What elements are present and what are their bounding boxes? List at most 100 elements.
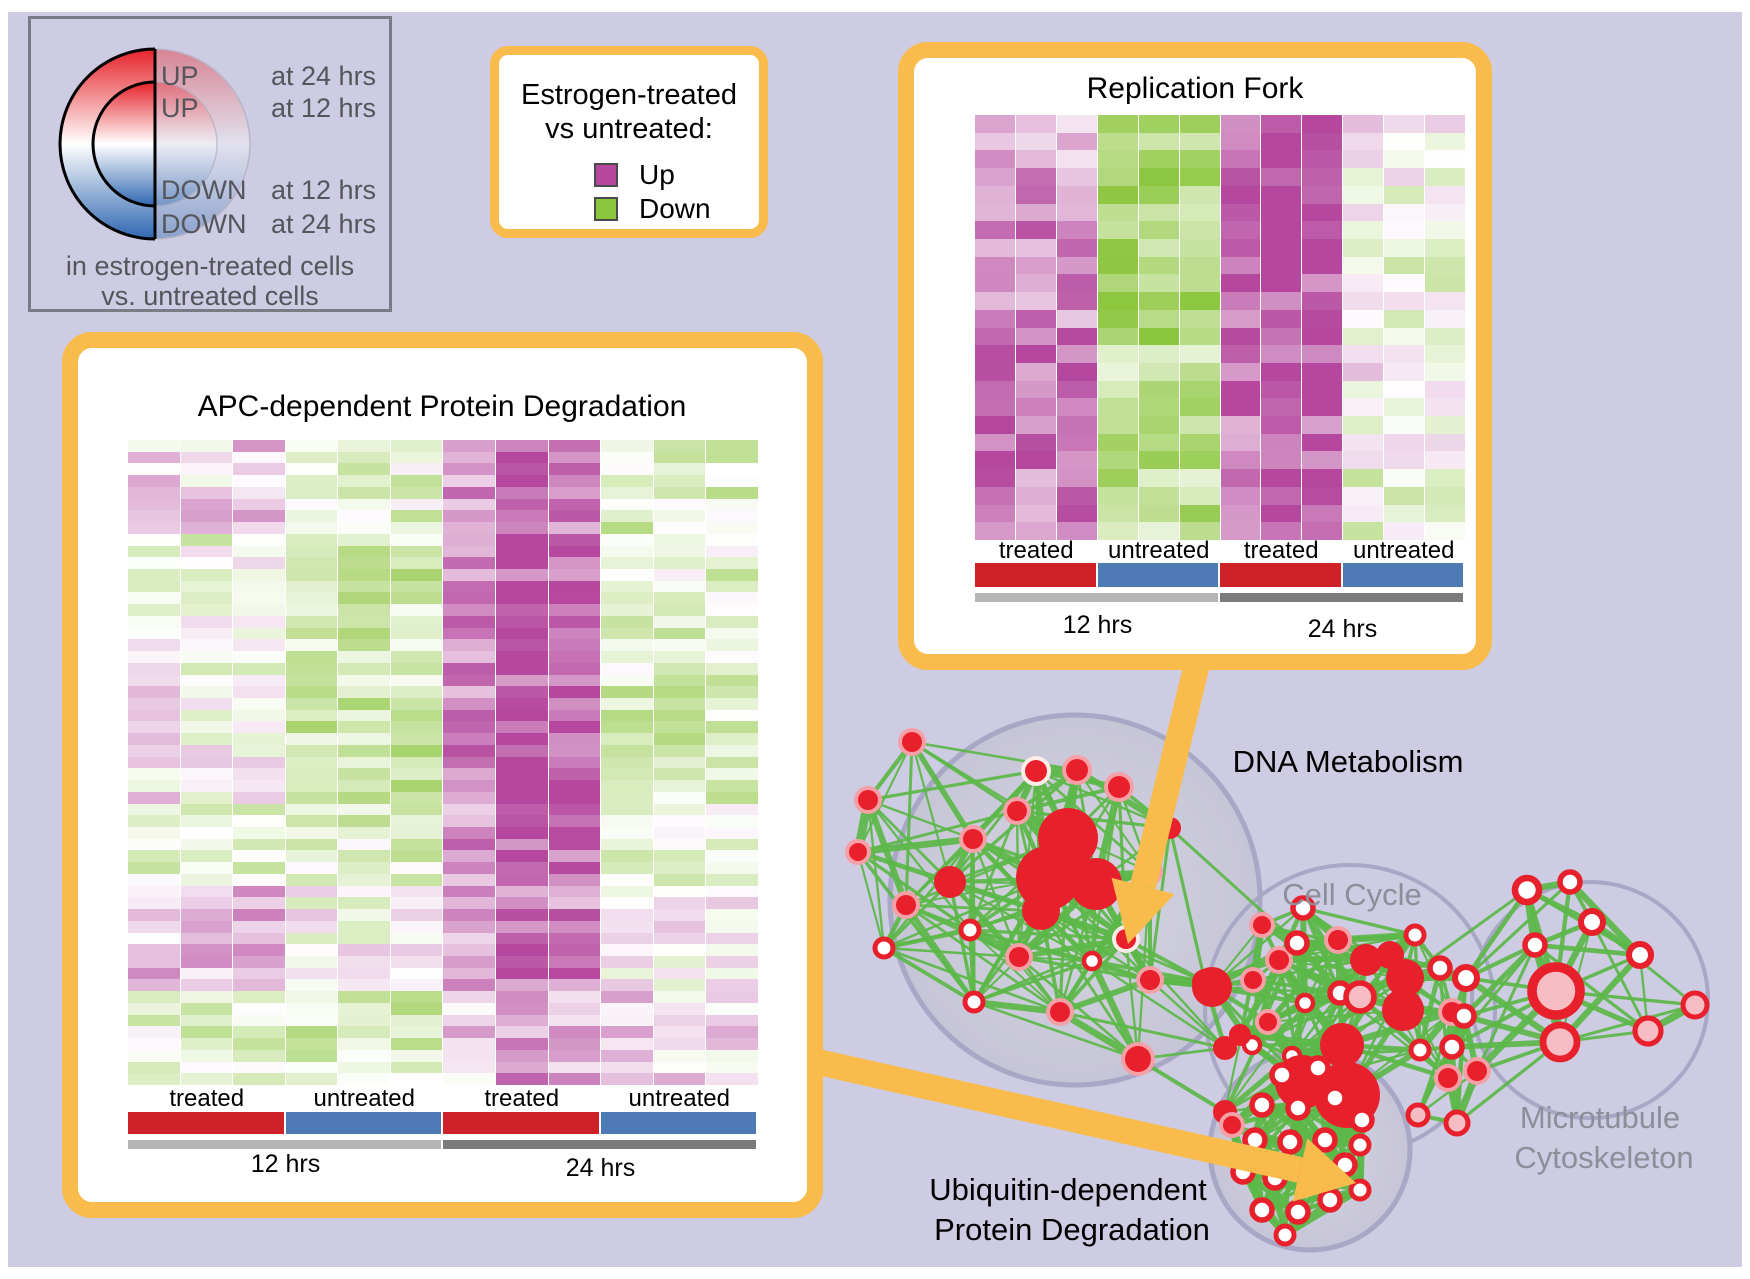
heatmap-cell xyxy=(1179,168,1220,186)
network-edge xyxy=(973,883,1097,1003)
heatmap-cell xyxy=(496,569,548,581)
network-node-dna xyxy=(1108,776,1130,798)
heatmap-cell xyxy=(1302,185,1343,204)
network-edge xyxy=(1464,880,1572,980)
network-node-upd xyxy=(1273,1223,1297,1247)
heatmap-cell xyxy=(1302,504,1343,523)
heatmap-cell xyxy=(443,686,496,698)
untreated-bar xyxy=(600,1112,756,1134)
network-edge xyxy=(905,903,1061,1014)
heatmap-cell xyxy=(285,815,338,827)
heatmap-cell xyxy=(1138,238,1179,257)
network-node-dna xyxy=(1140,970,1160,990)
heatmap-cell xyxy=(706,827,758,839)
heatmap-cell xyxy=(233,991,285,1003)
heatmap-cell xyxy=(653,451,706,464)
heatmap-cell xyxy=(548,1038,601,1050)
treated-bar xyxy=(443,1112,599,1134)
heatmap-cell xyxy=(1343,416,1384,434)
heatmap-cell xyxy=(1302,522,1343,540)
network-edge xyxy=(973,1000,1139,1061)
estrogen-legend-title-line2: vs untreated: xyxy=(545,113,713,145)
network-node-cc xyxy=(1229,1024,1251,1046)
heatmap-cell xyxy=(443,944,496,956)
heatmap-cell xyxy=(1425,256,1465,275)
network-edge xyxy=(969,928,1127,941)
network-node-cc xyxy=(1408,1038,1432,1062)
heatmap-cell xyxy=(390,592,443,605)
heatmap-cell xyxy=(496,615,548,628)
heatmap-cell xyxy=(443,932,496,945)
network-node-upd xyxy=(1285,1199,1311,1225)
heatmap-cell xyxy=(233,909,285,921)
heatmap-cell xyxy=(601,592,653,605)
heatmap-cell xyxy=(390,545,443,558)
heatmap-cell xyxy=(285,721,338,734)
heatmap-cell xyxy=(180,862,233,874)
heatmap-cell xyxy=(975,522,1015,540)
heatmap-cell xyxy=(548,1026,601,1039)
heatmap-cell xyxy=(1261,398,1302,417)
network-edge xyxy=(883,927,971,951)
network-edge xyxy=(1059,977,1151,1015)
heatmap-cell xyxy=(390,967,443,980)
heatmap-cell xyxy=(285,604,338,616)
heatmap-cell xyxy=(443,604,496,616)
heatmap-cell xyxy=(443,1026,496,1039)
heatmap-cell xyxy=(496,486,548,499)
updown-ring-legend: UP at 24 hrs UP at 12 hrs DOWN at 12 hrs… xyxy=(28,16,392,312)
network-node-cc xyxy=(1294,992,1316,1014)
heatmap-cell xyxy=(128,592,180,605)
heatmap-cell xyxy=(496,815,548,827)
heatmap-cell xyxy=(338,709,390,722)
network-edge xyxy=(1168,827,1207,983)
network-node-mt xyxy=(1511,874,1543,906)
heatmap-cell xyxy=(233,557,285,569)
heatmap-cell xyxy=(601,486,653,499)
heatmap-cell xyxy=(1343,362,1384,381)
heatmap-cell xyxy=(180,698,233,710)
heatmap-cell xyxy=(285,533,338,546)
heatmap-cell xyxy=(1384,469,1425,487)
heatmap-cell xyxy=(496,510,548,523)
heatmap-cell xyxy=(496,639,548,652)
heatmap-cell xyxy=(443,791,496,804)
heatmap-cell xyxy=(390,674,443,687)
heatmap-cell xyxy=(338,862,390,874)
network-edge xyxy=(1450,944,1537,1048)
heatmap-cell xyxy=(338,651,390,663)
heatmap-cell xyxy=(233,698,285,710)
heatmap-cell xyxy=(390,873,443,886)
heatmap-cell xyxy=(1384,309,1425,328)
network-node-dna xyxy=(1066,759,1088,781)
heatmap-cell xyxy=(128,686,180,698)
heatmap-cell xyxy=(1343,221,1384,239)
heatmap-cell xyxy=(1343,256,1384,275)
heatmap-cell xyxy=(1220,309,1261,328)
heatmap-cell xyxy=(443,475,496,487)
heatmap-cell xyxy=(1138,292,1179,310)
heatmap-cell xyxy=(390,932,443,945)
heatmap-cell xyxy=(653,827,706,839)
heatmap-cell xyxy=(706,545,758,558)
heatmap-cell xyxy=(653,744,706,757)
network-edge xyxy=(1534,942,1641,958)
heatmap-cell xyxy=(390,956,443,968)
heatmap-cell xyxy=(496,686,548,698)
heatmap-cell xyxy=(1179,433,1220,452)
heatmap-cell xyxy=(1220,168,1261,186)
heatmap-cell xyxy=(338,686,390,698)
network-node-mt xyxy=(1467,1061,1487,1081)
heatmap-cell xyxy=(496,1026,548,1039)
network-edge xyxy=(909,740,976,841)
heatmap-cell xyxy=(1179,203,1220,222)
heatmap-cell xyxy=(601,744,653,757)
heatmap-cell xyxy=(1220,398,1261,417)
network-edge xyxy=(883,946,1020,959)
heatmap-cell xyxy=(285,967,338,980)
heatmap-cell xyxy=(548,780,601,792)
heatmap-cell xyxy=(601,463,653,476)
heatmap-cell xyxy=(233,569,285,581)
network-node-upd xyxy=(1249,1197,1275,1223)
heatmap-cell xyxy=(338,1002,390,1015)
